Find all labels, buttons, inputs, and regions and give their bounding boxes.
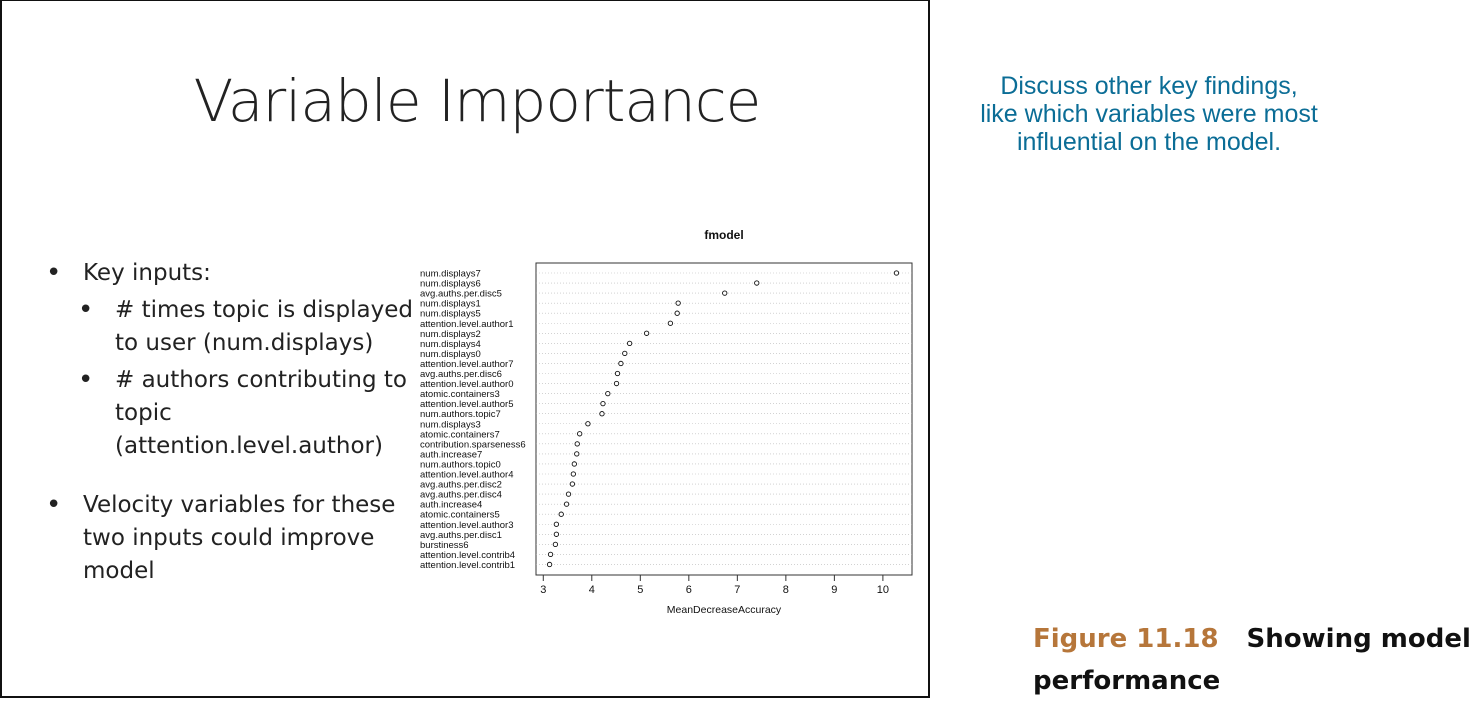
- bullet-key-inputs: Key inputs:: [46, 257, 416, 290]
- data-point: [893, 270, 900, 276]
- data-point: [553, 531, 560, 537]
- data-point: [605, 390, 611, 397]
- data-point: [600, 400, 606, 407]
- data-point: [570, 471, 577, 477]
- y-category-label: avg.auths.per.disc5: [420, 289, 502, 300]
- y-category-label: attention.level.contrib4: [420, 550, 515, 561]
- data-point: [546, 561, 553, 568]
- chart-title: fmodel: [704, 228, 743, 242]
- bullet-velocity-variables: Velocity variables for these two inputs …: [46, 489, 416, 588]
- x-tick-label: 3: [540, 584, 546, 596]
- y-category-label: atomic.containers7: [420, 429, 500, 440]
- y-category-label: avg.auths.per.disc1: [420, 530, 502, 541]
- variable-importance-chart: fmodelnum.displays7num.displays6avg.auth…: [420, 228, 913, 616]
- y-category-label: num.displays6: [420, 279, 481, 290]
- data-point: [643, 330, 650, 336]
- x-axis-label: MeanDecreaseAccuracy: [667, 604, 782, 616]
- callout-line: like which variables were most: [980, 100, 1318, 128]
- y-category-label: num.authors.topic7: [420, 409, 501, 420]
- x-tick-label: 10: [877, 584, 889, 596]
- data-point: [577, 431, 583, 437]
- figure-caption-text: Showing model performance: [1033, 624, 1471, 696]
- figure-caption: Figure 11.18 Showing model performance: [1033, 618, 1482, 702]
- data-point: [614, 370, 621, 377]
- callout-note: Discuss other key findings, like which v…: [940, 72, 1358, 156]
- data-point: [547, 551, 554, 558]
- y-category-label: auth.increase7: [420, 449, 482, 460]
- sub-bullet-num-displays: # times topic is displayed to user (num.…: [46, 294, 416, 360]
- data-point: [599, 411, 605, 417]
- y-category-label: num.displays7: [420, 269, 481, 280]
- data-point: [565, 491, 572, 497]
- data-point: [574, 451, 580, 457]
- y-category-label: attention.level.author1: [420, 319, 513, 330]
- y-category-label: num.displays5: [420, 309, 481, 320]
- y-category-label: attention.level.author5: [420, 399, 513, 410]
- data-point: [754, 280, 760, 286]
- data-point: [552, 541, 559, 547]
- y-category-label: contribution.sparseness6: [420, 439, 526, 450]
- y-category-label: num.authors.topic0: [420, 459, 501, 470]
- data-point: [674, 310, 680, 316]
- data-point: [558, 511, 564, 517]
- data-point: [722, 290, 728, 296]
- bullet-list: Key inputs: # times topic is displayed t…: [46, 257, 416, 588]
- y-category-label: attention.level.author3: [420, 520, 513, 531]
- x-tick-label: 6: [686, 584, 692, 596]
- data-point: [618, 360, 624, 367]
- plot-frame: [535, 262, 913, 576]
- y-category-label: num.displays4: [420, 339, 481, 350]
- data-point: [553, 521, 560, 527]
- data-point: [667, 320, 674, 326]
- y-category-label: auth.increase4: [420, 500, 482, 511]
- callout-line: Discuss other key findings,: [1000, 72, 1298, 100]
- y-category-label: attention.level.author7: [420, 359, 513, 370]
- figure-number: Figure 11.18: [1033, 624, 1219, 654]
- y-category-label: atomic.containers5: [420, 510, 500, 521]
- data-point: [675, 300, 681, 306]
- y-category-label: num.displays0: [420, 349, 481, 360]
- x-tick-label: 7: [734, 584, 740, 596]
- y-category-label: avg.auths.per.disc6: [420, 369, 502, 380]
- data-point: [585, 421, 591, 427]
- x-tick-label: 5: [637, 584, 643, 596]
- data-point: [626, 340, 633, 347]
- x-tick-label: 9: [831, 584, 837, 596]
- data-point: [571, 461, 577, 467]
- x-tick-label: 8: [783, 584, 789, 596]
- y-category-label: num.displays2: [420, 329, 481, 340]
- sub-bullet-attention-level: # authors contributing to topic (attenti…: [46, 364, 416, 463]
- data-point: [574, 441, 580, 447]
- data-point: [569, 481, 576, 487]
- y-category-label: attention.level.author0: [420, 379, 513, 390]
- slide-title: Variable Importance: [193, 67, 762, 135]
- y-category-label: atomic.containers3: [420, 389, 500, 400]
- y-category-label: avg.auths.per.disc2: [420, 480, 502, 491]
- x-tick-label: 4: [589, 584, 595, 596]
- slide: Variable Importance Key inputs: # times …: [0, 0, 930, 698]
- data-point: [622, 350, 628, 357]
- data-point: [613, 380, 620, 387]
- callout-line: influential on the model.: [1016, 128, 1282, 156]
- y-category-label: attention.level.author4: [420, 470, 513, 481]
- data-point: [563, 501, 570, 507]
- y-category-label: num.displays1: [420, 299, 481, 310]
- y-category-label: attention.level.contrib1: [420, 560, 515, 571]
- y-category-label: burstiness6: [420, 540, 469, 551]
- y-category-label: avg.auths.per.disc4: [420, 490, 502, 501]
- y-category-label: num.displays3: [420, 419, 481, 430]
